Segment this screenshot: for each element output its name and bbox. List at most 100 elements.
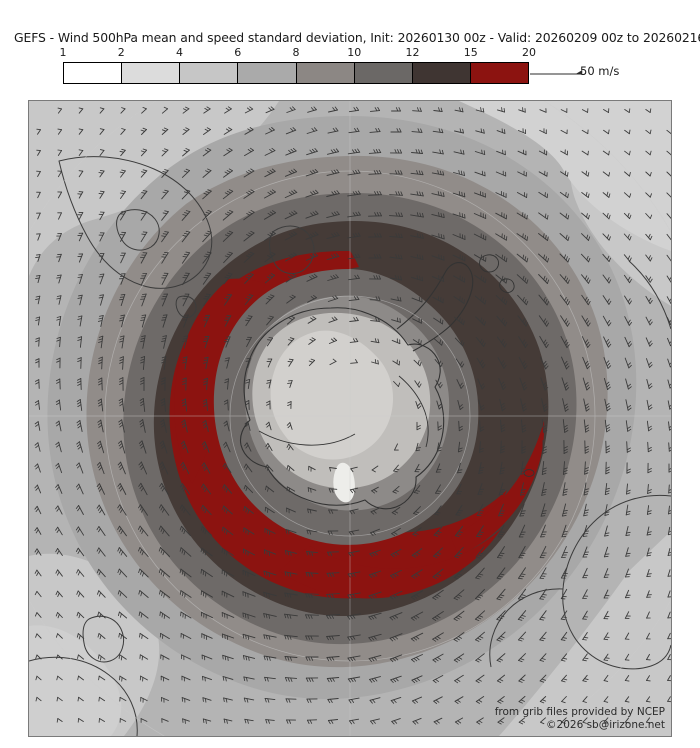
wind-barb-flag [289,656,292,661]
wind-barb [37,150,41,156]
wind-barb-flag [606,255,610,261]
wind-barb [99,108,105,114]
wind-barb [368,654,382,660]
wind-barb [414,463,420,473]
wind-barb-flag [373,614,377,619]
wind-barb [242,633,256,639]
wind-barb-flag [185,230,191,233]
wind-barb-flag [267,719,270,724]
wind-barb [119,696,127,702]
wind-barb-flag [248,232,253,236]
wind-barb-flag [119,171,125,174]
wind-barb-flag [415,615,420,619]
wind-barb [142,398,146,412]
wind-barb-flag [584,472,589,475]
wind-barb-flag [587,300,591,306]
wind-barb-flag [563,451,568,454]
wind-barb-flag [567,236,570,241]
wind-barb-flag [164,210,169,213]
wind-barb [667,358,671,368]
wind-barb [645,109,651,113]
wind-barb-flag [374,359,377,364]
wind-barb-flag [117,525,120,530]
wind-barb-flag [629,171,631,177]
wind-barb-flag [228,147,233,151]
wind-barb-flag [626,489,631,492]
wind-barb-flag [370,636,375,641]
wind-barb [204,441,210,453]
wind-barb-flag [245,319,250,322]
wind-barb-flag [249,251,255,255]
wind-barb-flag [647,425,652,429]
wind-barb-flag [582,700,587,703]
wind-barb-flag [519,637,525,640]
wind-barb [224,294,232,306]
wind-barb-flag [460,340,463,345]
wind-barb [518,653,526,661]
wind-barb [326,172,340,176]
wind-barb-flag [371,490,376,494]
wind-barb [498,378,504,390]
wind-barb [626,441,628,453]
wind-barb-flag [202,570,205,576]
wind-barb [519,377,525,391]
wind-barb-flag [392,678,397,683]
wind-barb-flag [77,297,83,299]
wind-barb-flag [410,596,415,600]
wind-barb-flag [306,529,309,535]
wind-barb [285,275,297,283]
wind-barb-flag [376,212,380,217]
wind-barb [160,654,170,660]
wind-barb-flag [564,296,567,302]
wind-barb [305,171,319,177]
wind-barb-flag [335,274,339,278]
wind-barb-flag [204,550,207,556]
wind-barb-flag [331,317,336,321]
wind-barb-flag [627,255,631,260]
wind-barb-flag [625,534,631,537]
wind-barb [389,590,403,598]
wind-barb-flag [35,319,40,322]
wind-barb-flag [375,149,379,154]
wind-barb [410,214,424,218]
wind-barb-flag [289,337,295,340]
wind-barb-flag [203,255,209,258]
wind-barb [624,611,630,619]
wind-barb [647,484,649,494]
wind-barb-flag [565,256,568,261]
wind-barb-flag [247,128,252,132]
wind-barb-flag [483,342,486,347]
wind-barb-flag [225,509,228,514]
wind-barb-flag [397,382,401,387]
wind-barb-flag [438,107,441,112]
wind-barb [326,593,340,595]
wind-barb-flag [505,278,508,284]
weather-map[interactable]: from grib files provided by NCEP ©2026 s… [28,100,672,737]
wind-barb-flag [649,257,653,262]
wind-barb [226,420,230,432]
wind-barb-flag [266,656,269,661]
wind-barb [435,463,441,473]
wind-barb [305,234,319,240]
wind-barb [247,421,251,431]
wind-barb-flag [311,128,315,132]
wind-barb-flag [394,594,399,598]
wind-barb-flag [561,701,566,704]
wind-barb-flag [500,450,505,454]
wind-barb [77,633,85,639]
wind-barb-flag [140,403,145,407]
wind-barb-flag [518,680,523,683]
wind-barb-flag [348,699,352,704]
wind-barb [624,295,630,305]
wind-barb-flag [55,399,60,403]
wind-barb-flag [432,576,437,580]
wind-barb-flag [375,296,378,301]
wind-barb-flag [606,408,611,412]
wind-barb-flag [433,700,438,704]
wind-barb-flag [522,254,525,260]
wind-barb [349,320,359,322]
wind-barb-flag [480,296,483,302]
wind-barb [201,526,213,536]
wind-barb-flag [544,363,548,367]
wind-barb [431,276,445,282]
